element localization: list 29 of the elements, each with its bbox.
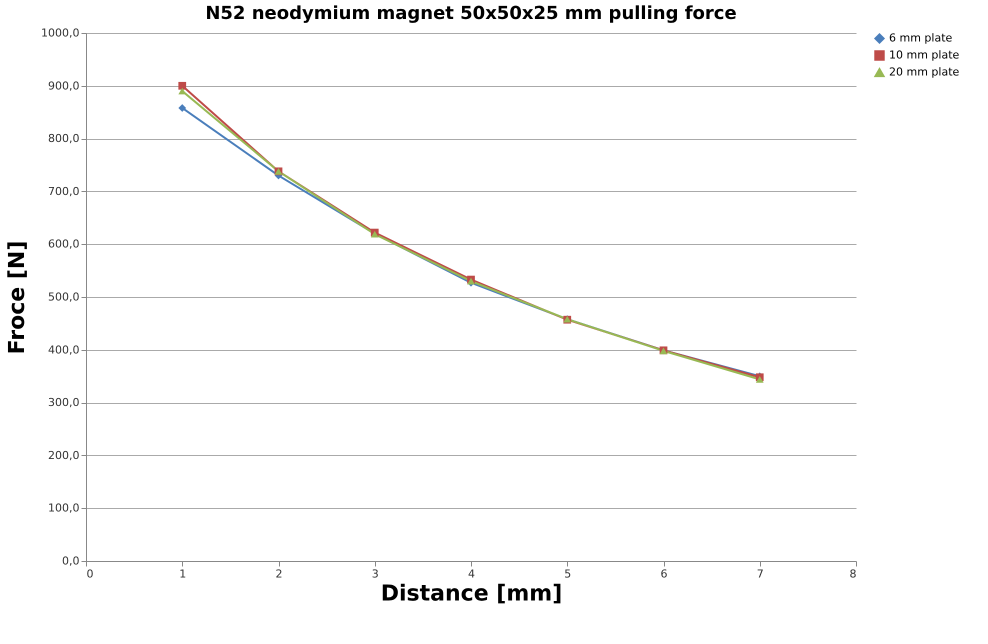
point (178, 82, 186, 90)
legend-label: 6 mm plate (889, 32, 953, 44)
x-tick-label: 1 (179, 568, 186, 580)
y-tick-label: 600,0 (48, 238, 80, 251)
x-tick-label: 2 (276, 568, 282, 580)
y-tick-label: 200,0 (48, 448, 80, 462)
x-tick-label: 8 (850, 568, 856, 580)
x-tick-label: 5 (564, 568, 572, 580)
y-tick-label: 700,0 (48, 184, 80, 198)
legend-label: 20 mm plate (889, 66, 960, 78)
y-axis-title: Froce [N] (5, 240, 30, 354)
y-tick-label: 900,0 (48, 79, 80, 92)
y-tick-label: 100,0 (48, 502, 80, 515)
x-tick-label: 7 (756, 568, 764, 580)
x-tick-label: 3 (372, 568, 379, 580)
x-axis-title: Distance [mm] (380, 582, 562, 606)
y-tick-label: 500,0 (48, 290, 80, 304)
legend-label: 10 mm plate (889, 48, 960, 62)
y-tick-label: 300,0 (48, 396, 80, 410)
chart-title: N52 neodymium magnet 50x50x25 mm pulling force (205, 3, 737, 24)
x-tick-label: 6 (660, 568, 668, 580)
x-tick-label: 0 (86, 568, 94, 580)
x-tick-label: 4 (468, 568, 475, 580)
y-tick-label: 0,0 (62, 554, 80, 568)
point (178, 104, 186, 112)
y-tick-label: 1000,0 (41, 26, 80, 40)
point (756, 376, 764, 383)
y-tick-label: 400,0 (48, 343, 80, 356)
y-tick-label: 800,0 (48, 132, 80, 146)
